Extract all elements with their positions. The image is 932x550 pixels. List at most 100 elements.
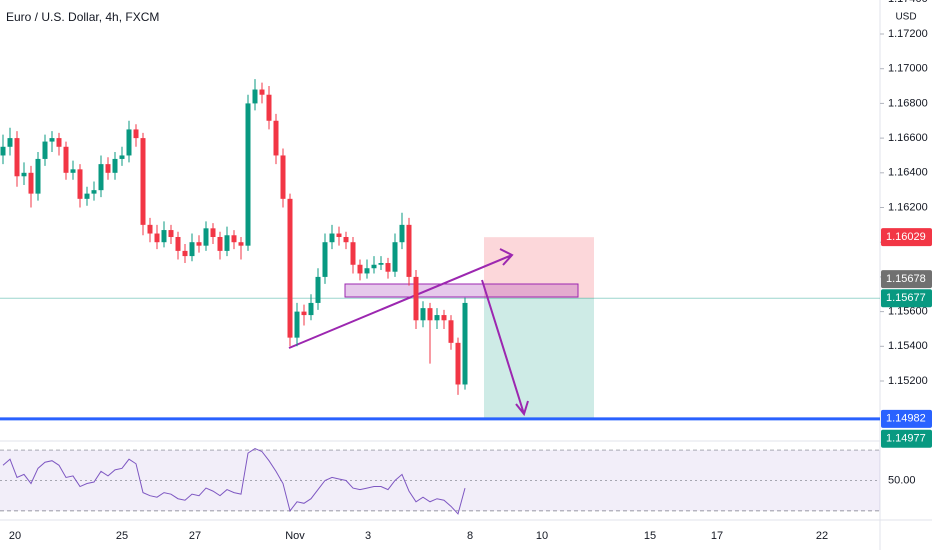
- candle-body: [49, 138, 55, 142]
- x-tick-label: 17: [711, 530, 723, 542]
- currency-label: USD: [895, 12, 916, 23]
- x-tick-label: 10: [536, 530, 548, 542]
- down-arrow: [481, 279, 529, 417]
- candle-body: [63, 146, 69, 173]
- candle-body: [224, 235, 230, 251]
- candle-body: [154, 233, 160, 243]
- x-tick-label: 3: [365, 530, 371, 542]
- candle-body: [238, 242, 244, 246]
- candle-body: [378, 263, 384, 265]
- x-tick-label: 15: [644, 530, 656, 542]
- candle-body: [273, 120, 279, 156]
- candle-body: [119, 155, 125, 159]
- candle-body: [315, 276, 321, 303]
- candle-body: [98, 164, 104, 191]
- candle-body: [259, 89, 265, 95]
- y-tick-label: 1.15200: [888, 375, 928, 387]
- candle-body: [329, 233, 335, 243]
- candle-body: [308, 302, 314, 316]
- candle-body: [7, 138, 13, 147]
- price-tag-label: 1.15677: [886, 292, 926, 304]
- candle-body: [280, 155, 286, 199]
- candle-body: [182, 250, 188, 257]
- candle-body: [70, 169, 76, 173]
- candle-body: [392, 242, 398, 272]
- price-tag: [881, 289, 932, 308]
- candle-body: [434, 315, 440, 321]
- candle-body: [301, 311, 307, 316]
- candle-body: [175, 237, 181, 251]
- price-tag-label: 1.14977: [886, 433, 926, 445]
- zone-box: [344, 283, 579, 298]
- candle-body: [133, 129, 139, 139]
- x-tick-label: 22: [816, 530, 828, 542]
- stop-zone: [484, 237, 594, 299]
- candle-body: [0, 146, 6, 156]
- candle-body: [42, 141, 48, 159]
- y-tick-label: 1.16800: [888, 97, 928, 109]
- price-tag-label: 1.16029: [886, 231, 926, 243]
- candle-body: [343, 237, 349, 243]
- candle-body: [245, 103, 251, 246]
- candle-body: [252, 89, 258, 104]
- x-tick-label: Nov: [285, 530, 305, 542]
- candle-body: [203, 228, 209, 246]
- candle-body: [21, 172, 27, 177]
- symbol-title: Euro / U.S. Dollar, 4h, FXCM: [6, 10, 159, 24]
- candle-body: [210, 228, 216, 238]
- y-tick-label: 1.16600: [888, 132, 928, 144]
- x-tick-label: 20: [9, 530, 21, 542]
- price-tag-label: 1.15678: [886, 273, 926, 285]
- candle-body: [84, 193, 90, 199]
- price-tag: [881, 228, 932, 247]
- candle-body: [287, 198, 293, 338]
- candle-body: [357, 264, 363, 274]
- candle-body: [406, 224, 412, 277]
- y-tick-label: 1.16400: [888, 167, 928, 179]
- candle-body: [336, 233, 342, 238]
- candle-body: [455, 342, 461, 385]
- candle-body: [77, 169, 83, 199]
- x-tick-label: 25: [116, 530, 128, 542]
- candle-body: [126, 129, 132, 156]
- rsi-line: [2, 447, 466, 515]
- candle-body: [147, 224, 153, 234]
- candle-body: [350, 242, 356, 265]
- candle-body: [14, 138, 20, 177]
- y-tick-label: 1.17000: [888, 63, 928, 75]
- x-tick-label: 8: [467, 530, 473, 542]
- candle-body: [266, 94, 272, 121]
- candle-body: [322, 242, 328, 277]
- y-tick-label: 1.17200: [888, 28, 928, 40]
- candle-body: [399, 224, 405, 243]
- price-tag: [881, 429, 932, 448]
- price-tag: [881, 270, 932, 289]
- candle-body: [294, 311, 300, 338]
- rsi-tick-label: 50.00: [888, 474, 916, 486]
- candle-body: [371, 264, 377, 269]
- y-tick-label: 1.15400: [888, 340, 928, 352]
- candle-body: [56, 138, 62, 147]
- candle-body: [105, 164, 111, 173]
- target-zone: [484, 298, 594, 419]
- candle-body: [448, 320, 454, 343]
- candle-body: [462, 302, 468, 385]
- candle-body: [189, 242, 195, 257]
- candle-body: [28, 172, 34, 194]
- candle-body: [161, 230, 167, 243]
- candle-body: [364, 268, 370, 274]
- price-tag-label: 1.14982: [886, 413, 926, 425]
- candle-body: [140, 138, 146, 225]
- candle-body: [413, 276, 419, 321]
- y-tick-label: 1.15600: [888, 306, 928, 318]
- candle-body: [35, 158, 41, 194]
- y-tick-label: 1.17400: [888, 0, 928, 5]
- candle-body: [231, 235, 237, 243]
- y-tick-label: 1.16200: [888, 201, 928, 213]
- price-tag: [881, 409, 932, 428]
- trend-arrow: [288, 248, 514, 349]
- candle-body: [112, 158, 118, 173]
- candle-body: [427, 308, 433, 321]
- candle-body: [91, 190, 97, 194]
